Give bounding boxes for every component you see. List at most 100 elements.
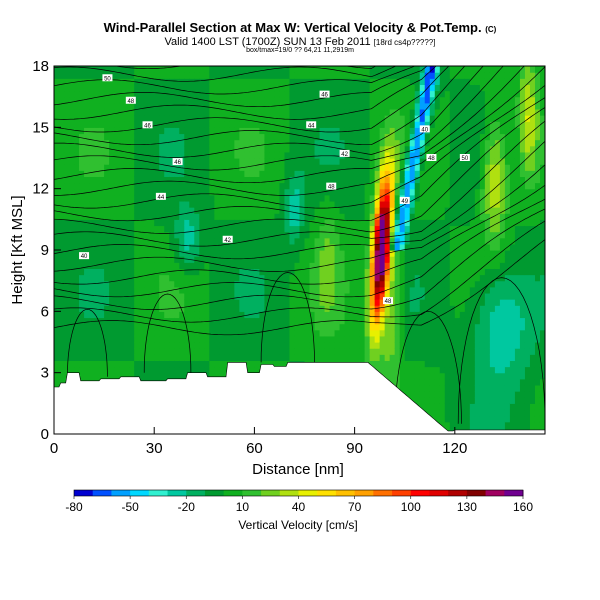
field-cell bbox=[104, 200, 110, 208]
field-cell bbox=[339, 121, 346, 128]
field-cell bbox=[259, 213, 266, 220]
field-cell bbox=[319, 66, 326, 73]
field-cell bbox=[64, 188, 70, 196]
field-cell bbox=[179, 115, 185, 122]
field-cell bbox=[169, 176, 175, 184]
field-cell bbox=[74, 348, 80, 355]
field-cell bbox=[254, 207, 261, 214]
field-cell bbox=[434, 102, 441, 110]
field-cell bbox=[219, 151, 225, 159]
field-cell bbox=[104, 323, 110, 331]
field-cell bbox=[354, 305, 361, 312]
field-cell bbox=[164, 286, 170, 294]
field-cell bbox=[164, 207, 170, 214]
field-cell bbox=[199, 348, 205, 355]
field-cell bbox=[364, 274, 371, 282]
field-cell bbox=[84, 102, 90, 110]
field-cell bbox=[354, 170, 361, 177]
field-cell bbox=[204, 133, 210, 141]
field-cell bbox=[164, 299, 170, 306]
field-cell bbox=[229, 299, 235, 306]
field-cell bbox=[229, 158, 235, 165]
field-cell bbox=[149, 115, 155, 122]
field-cell bbox=[364, 121, 371, 128]
field-cell bbox=[224, 225, 230, 233]
field-cell bbox=[454, 360, 461, 368]
info-line: box/tmax=19/0 ?? 64,21 11,2919m bbox=[246, 47, 354, 54]
field-cell bbox=[79, 200, 85, 208]
field-cell bbox=[234, 78, 240, 85]
field-cell bbox=[349, 176, 356, 184]
field-cell bbox=[424, 256, 431, 263]
field-cell bbox=[129, 66, 135, 73]
field-cell bbox=[444, 176, 451, 184]
field-cell bbox=[134, 243, 140, 251]
field-cell bbox=[209, 360, 215, 368]
field-cell bbox=[209, 207, 215, 214]
field-cell bbox=[274, 164, 281, 171]
field-cell bbox=[74, 66, 80, 73]
field-cell bbox=[94, 176, 100, 184]
field-cell bbox=[459, 121, 466, 128]
field-cell bbox=[339, 96, 346, 104]
field-cell bbox=[214, 237, 220, 245]
field-cell bbox=[289, 72, 296, 79]
field-cell bbox=[104, 170, 110, 177]
field-cell bbox=[309, 305, 316, 312]
field-cell bbox=[54, 90, 60, 98]
field-cell bbox=[209, 243, 215, 251]
field-cell bbox=[454, 237, 461, 245]
field-cell bbox=[204, 84, 210, 92]
field-cell bbox=[109, 366, 115, 374]
field-cell bbox=[239, 121, 245, 128]
field-cell bbox=[64, 133, 70, 141]
field-cell bbox=[359, 225, 366, 233]
field-cell bbox=[344, 274, 351, 282]
field-cell bbox=[374, 170, 381, 177]
field-cell bbox=[459, 311, 466, 319]
field-cell bbox=[239, 237, 245, 245]
field-cell bbox=[149, 133, 155, 141]
field-cell bbox=[74, 194, 80, 202]
field-cell bbox=[219, 372, 225, 380]
field-cell bbox=[439, 274, 446, 282]
field-cell bbox=[229, 268, 235, 276]
field-cell bbox=[99, 225, 105, 233]
field-cell bbox=[399, 115, 406, 122]
field-cell bbox=[344, 164, 351, 171]
field-cell bbox=[134, 231, 140, 239]
field-cell bbox=[464, 250, 471, 257]
field-cell bbox=[194, 158, 200, 165]
field-cell bbox=[334, 323, 341, 331]
field-cell bbox=[414, 96, 421, 104]
field-cell bbox=[459, 360, 466, 368]
field-cell bbox=[349, 121, 356, 128]
field-cell bbox=[264, 237, 271, 245]
field-cell bbox=[129, 170, 135, 177]
field-cell bbox=[339, 115, 346, 122]
field-cell bbox=[304, 243, 311, 251]
field-cell bbox=[284, 237, 291, 245]
field-cell bbox=[229, 188, 235, 196]
subtitle-text: Valid 1400 LST (1700Z) SUN 13 Feb 2011 bbox=[164, 36, 371, 48]
field-cell bbox=[454, 384, 461, 392]
field-cell bbox=[449, 133, 456, 141]
field-cell bbox=[334, 170, 341, 177]
field-cell bbox=[419, 348, 426, 355]
field-cell bbox=[379, 164, 386, 171]
field-cell bbox=[214, 213, 220, 220]
field-cell bbox=[314, 78, 321, 85]
field-cell bbox=[89, 194, 95, 202]
field-cell bbox=[209, 182, 215, 190]
field-cell bbox=[379, 139, 386, 147]
field-cell bbox=[219, 299, 225, 306]
field-cell bbox=[64, 84, 70, 92]
field-cell bbox=[279, 317, 286, 325]
field-cell bbox=[129, 323, 135, 331]
field-cell bbox=[89, 329, 95, 337]
field-cell bbox=[319, 286, 326, 294]
field-cell bbox=[314, 84, 321, 92]
field-cell bbox=[449, 127, 456, 135]
field-cell bbox=[419, 139, 426, 147]
field-cell bbox=[224, 158, 230, 165]
